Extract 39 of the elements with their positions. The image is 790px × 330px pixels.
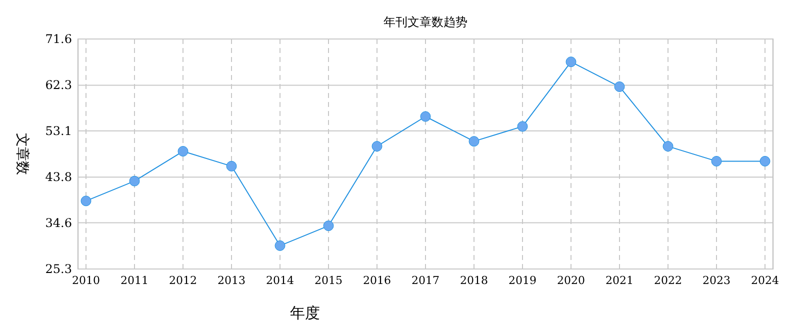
chart-title: 年刊文章数趋势 — [384, 15, 468, 29]
y-tick-label: 34.6 — [45, 216, 72, 230]
point — [129, 176, 140, 186]
x-tick-label: 2012 — [169, 274, 197, 287]
x-tick-label: 2014 — [266, 274, 294, 287]
x-tick-label: 2022 — [654, 274, 682, 287]
x-tick-label: 2013 — [218, 274, 246, 287]
x-tick-label: 2020 — [557, 274, 585, 287]
point — [566, 56, 576, 68]
point — [226, 160, 237, 172]
x-tick-label: 2018 — [460, 274, 488, 287]
point — [468, 136, 480, 147]
point — [614, 81, 625, 92]
x-axis-title: 年度 — [290, 304, 320, 322]
x-tick-label: 2010 — [72, 274, 100, 287]
x-tick-label: 2016 — [363, 274, 391, 287]
point — [517, 121, 528, 132]
x-tick-label: 2023 — [702, 274, 730, 287]
point — [372, 141, 382, 152]
x-tick-label: 2021 — [606, 274, 634, 287]
y-tick-label: 62.3 — [45, 78, 72, 92]
point — [420, 111, 431, 122]
x-tick-label: 2015 — [314, 274, 342, 287]
point — [323, 220, 334, 232]
point — [178, 146, 188, 157]
point — [274, 240, 286, 251]
x-tick-label: 2011 — [120, 274, 148, 287]
point — [662, 141, 674, 152]
y-tick-label: 25.3 — [45, 262, 72, 276]
x-tick-label: 2019 — [508, 274, 536, 287]
x-tick-label: 2017 — [412, 274, 440, 287]
y-tick-label: 71.6 — [45, 32, 72, 46]
point — [711, 156, 722, 166]
point — [80, 196, 92, 206]
x-tick-label: 2024 — [751, 274, 779, 287]
y-tick-label: 43.8 — [45, 170, 72, 184]
y-tick-label: 53.1 — [45, 124, 72, 138]
y-axis-title: 文章数 — [14, 133, 30, 175]
point — [760, 156, 770, 166]
